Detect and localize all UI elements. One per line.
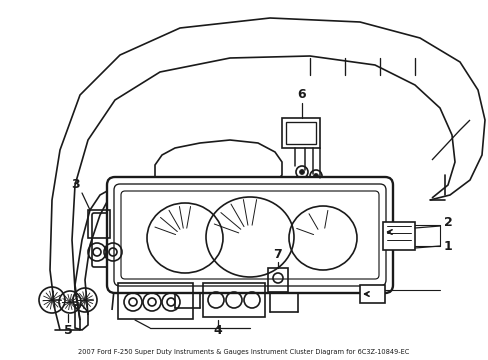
Bar [267,268,287,292]
Text: 1: 1 [443,239,451,252]
Text: 3: 3 [71,179,79,192]
Text: 6: 6 [297,89,305,102]
Text: 7: 7 [273,248,282,261]
Bar [88,210,110,238]
FancyBboxPatch shape [107,177,392,293]
Circle shape [299,170,304,175]
Bar [118,283,193,319]
Text: 2007 Ford F-250 Super Duty Instruments & Gauges Instrument Cluster Diagram for 6: 2007 Ford F-250 Super Duty Instruments &… [78,349,409,355]
Text: 5: 5 [63,324,72,337]
Text: 4: 4 [213,324,222,337]
Text: 2: 2 [443,216,451,229]
Bar [285,122,315,144]
Bar [382,222,414,250]
Circle shape [313,174,318,179]
Bar [359,285,384,303]
Bar [203,283,264,317]
Bar [282,118,319,148]
